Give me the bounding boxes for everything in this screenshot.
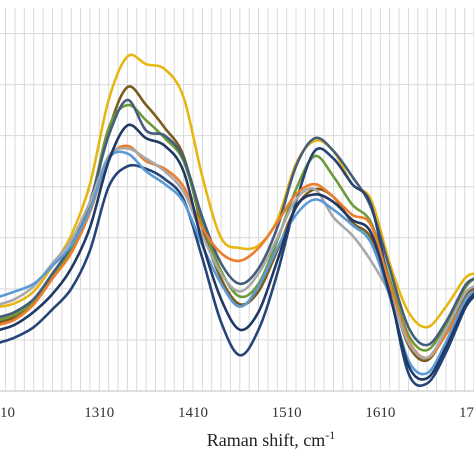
x-tick-label: 1610: [365, 405, 395, 421]
x-tick-labels: 10 1310 1410 1510 1610 17: [0, 405, 474, 421]
x-tick-label: 1410: [178, 405, 208, 421]
series-line-6: [0, 144, 474, 360]
x-axis-title-superscript: -1: [325, 428, 335, 442]
x-tick-label: 10: [0, 405, 15, 421]
series-layer: [0, 53, 474, 388]
series-line-9: [0, 123, 474, 381]
x-tick-label: 17: [459, 405, 474, 421]
horizontal-gridlines: [0, 33, 474, 341]
x-axis-title: Raman shift, cm-1: [207, 428, 335, 450]
x-tick-label: 1510: [272, 405, 302, 421]
x-tick-label: 1310: [84, 405, 114, 421]
series-line-1: [0, 53, 474, 329]
series-line-7: [0, 146, 474, 360]
